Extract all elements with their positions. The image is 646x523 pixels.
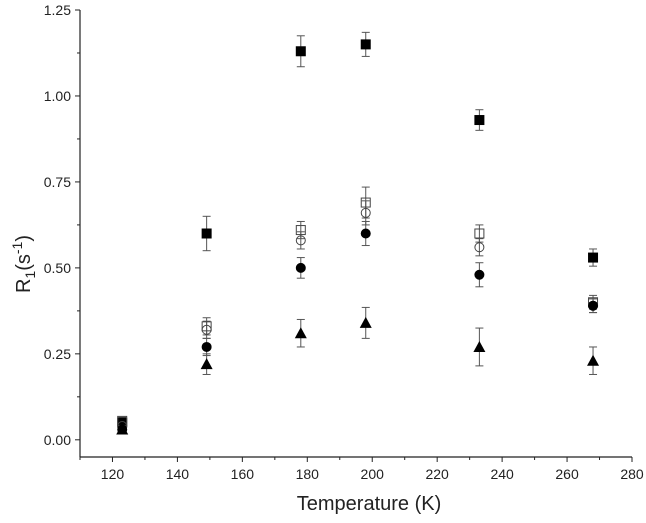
filled-square-marker	[201, 228, 212, 239]
data-markers	[116, 39, 600, 435]
y-axis-title-subscript: 1	[22, 271, 38, 279]
filled-triangle-marker	[473, 340, 486, 352]
filled-triangle-marker	[200, 358, 213, 370]
y-axis-title-close: )	[13, 235, 35, 242]
x-tick-label: 240	[490, 466, 514, 482]
filled-square-marker	[588, 252, 599, 263]
filled-triangle-marker	[294, 327, 307, 339]
x-axis-title: Temperature (K)	[297, 493, 442, 515]
y-axis-title-superscript: -1	[9, 241, 25, 254]
filled-circle-marker	[360, 228, 371, 239]
filled-triangle-marker	[359, 316, 372, 328]
open-circle-marker	[360, 207, 371, 218]
y-axis-title: R1(s-1)	[9, 235, 38, 293]
filled-square-marker	[117, 417, 128, 428]
x-tick-label: 180	[296, 466, 320, 482]
x-tick-label: 280	[620, 466, 644, 482]
x-tick-label: 200	[361, 466, 385, 482]
x-tick-label: 220	[425, 466, 449, 482]
filled-circle-marker	[295, 262, 306, 273]
filled-square-marker	[474, 115, 485, 126]
axis-labels: Temperature (K) R1(s-1)	[9, 235, 441, 515]
open-circle-marker	[474, 242, 485, 253]
open-circle-marker	[295, 235, 306, 246]
filled-circle-marker	[201, 341, 212, 352]
filled-triangle-marker	[587, 354, 600, 366]
open-square-marker	[201, 321, 212, 332]
filled-square-marker	[360, 39, 371, 50]
y-tick-label: 0.50	[44, 260, 71, 276]
y-axis-title-unit: (s	[13, 254, 35, 271]
y-tick-label: 0.75	[44, 174, 71, 190]
y-tick-label: 0.25	[44, 346, 71, 362]
open-square-marker	[295, 225, 306, 236]
open-square-marker	[360, 197, 371, 208]
x-tick-label: 160	[231, 466, 255, 482]
axes: 0.00 0.25 0.50 0.75 1.00 1.25 120 140 160 180 200 2…	[44, 2, 644, 482]
filled-square-marker	[295, 46, 306, 57]
y-tick-label: 0.00	[44, 432, 71, 448]
y-axis-title-main: R	[13, 279, 35, 293]
filled-triangle-marker	[116, 423, 129, 435]
open-square-marker	[474, 228, 485, 239]
y-tick-label: 1.00	[44, 88, 71, 104]
open-circle-marker	[201, 324, 212, 335]
x-tick-label: 120	[101, 466, 125, 482]
x-tick-label: 140	[166, 466, 190, 482]
y-tick-label: 1.25	[44, 2, 71, 18]
filled-circle-marker	[588, 300, 599, 311]
filled-circle-marker	[474, 269, 485, 280]
x-tick-label: 260	[555, 466, 579, 482]
